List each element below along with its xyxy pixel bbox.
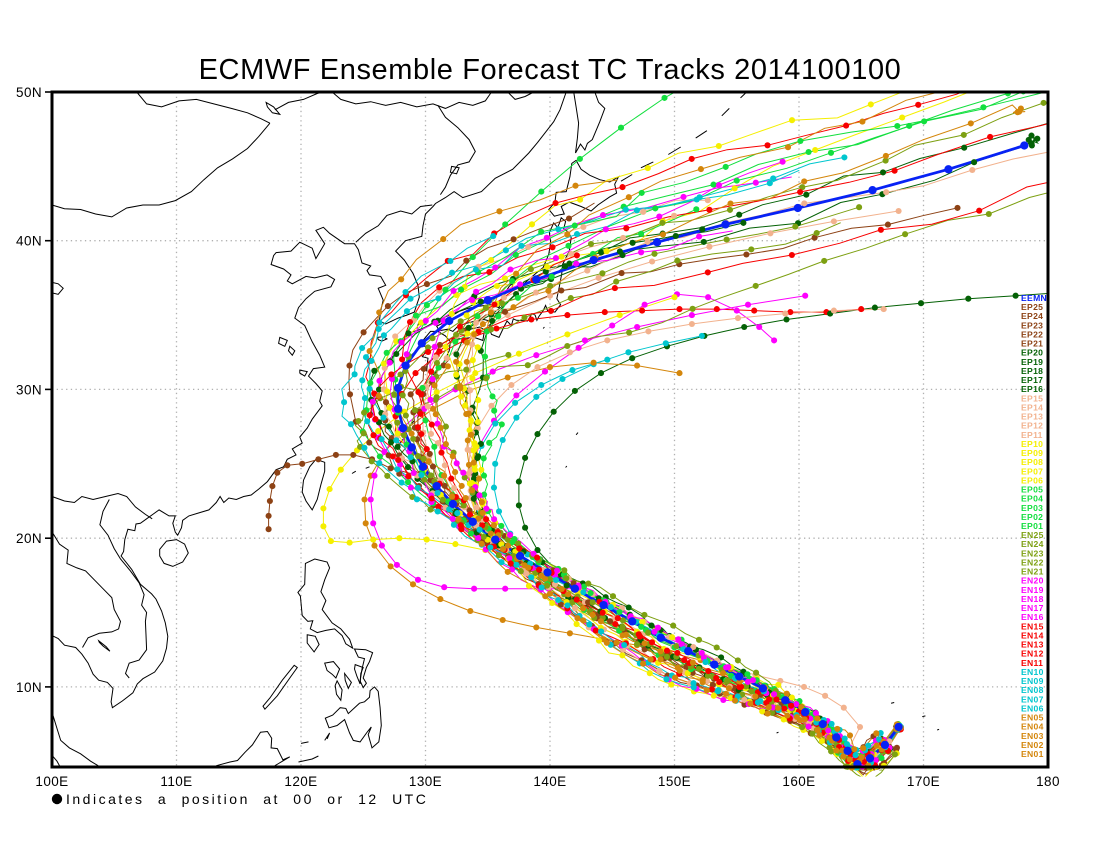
- svg-text:EN06: EN06: [1021, 703, 1044, 713]
- svg-text:30N: 30N: [16, 382, 42, 397]
- svg-text:EP11: EP11: [1021, 430, 1043, 440]
- svg-text:EP17: EP17: [1021, 375, 1043, 385]
- svg-text:EP23: EP23: [1021, 320, 1043, 330]
- svg-text:EP01: EP01: [1021, 521, 1043, 531]
- svg-text:EP20: EP20: [1021, 348, 1043, 358]
- svg-text:EN08: EN08: [1021, 685, 1044, 695]
- svg-text:EP13: EP13: [1021, 412, 1043, 422]
- svg-text:EN01: EN01: [1021, 749, 1044, 759]
- svg-text:EN04: EN04: [1021, 722, 1044, 732]
- svg-text:EN15: EN15: [1021, 621, 1044, 631]
- svg-text:EN13: EN13: [1021, 640, 1044, 650]
- svg-text:EN25: EN25: [1021, 530, 1044, 540]
- svg-text:EN18: EN18: [1021, 594, 1044, 604]
- svg-text:EEMN: EEMN: [1021, 293, 1047, 303]
- svg-text:10N: 10N: [16, 680, 42, 695]
- svg-text:EP25: EP25: [1021, 302, 1043, 312]
- svg-text:EP15: EP15: [1021, 393, 1043, 403]
- svg-text:EP05: EP05: [1021, 485, 1043, 495]
- svg-text:EN09: EN09: [1021, 676, 1044, 686]
- svg-text:50N: 50N: [16, 85, 42, 100]
- svg-text:EP07: EP07: [1021, 466, 1043, 476]
- svg-text:ECMWF Ensemble Forecast TC Tra: ECMWF Ensemble Forecast TC Tracks 201410…: [199, 54, 902, 86]
- svg-text:20N: 20N: [16, 531, 42, 546]
- svg-text:EP18: EP18: [1021, 366, 1043, 376]
- svg-text:100E: 100E: [35, 774, 68, 789]
- svg-text:120E: 120E: [284, 774, 317, 789]
- svg-text:EN24: EN24: [1021, 539, 1044, 549]
- svg-text:180: 180: [1036, 774, 1060, 789]
- svg-text:EN02: EN02: [1021, 740, 1044, 750]
- svg-text:EN05: EN05: [1021, 713, 1044, 723]
- svg-text:EN17: EN17: [1021, 603, 1044, 613]
- svg-text:EP24: EP24: [1021, 311, 1043, 321]
- svg-text:EP03: EP03: [1021, 503, 1043, 513]
- svg-text:EN12: EN12: [1021, 649, 1044, 659]
- svg-text:EP02: EP02: [1021, 512, 1043, 522]
- svg-text:EP14: EP14: [1021, 402, 1043, 412]
- svg-text:EP22: EP22: [1021, 330, 1043, 340]
- svg-text:EN14: EN14: [1021, 630, 1044, 640]
- svg-text:EN23: EN23: [1021, 548, 1044, 558]
- svg-text:EP10: EP10: [1021, 439, 1043, 449]
- svg-text:EP09: EP09: [1021, 448, 1043, 458]
- svg-text:140E: 140E: [533, 774, 566, 789]
- svg-text:EN03: EN03: [1021, 731, 1044, 741]
- svg-text:Indicates a position at 00 or: Indicates a position at 00 or 12 UTC: [66, 791, 428, 807]
- svg-text:EN21: EN21: [1021, 567, 1044, 577]
- svg-text:40N: 40N: [16, 234, 42, 249]
- svg-text:EN16: EN16: [1021, 612, 1044, 622]
- svg-text:EN07: EN07: [1021, 694, 1044, 704]
- svg-text:130E: 130E: [409, 774, 442, 789]
- svg-text:150E: 150E: [658, 774, 691, 789]
- svg-text:EN11: EN11: [1021, 658, 1043, 668]
- svg-text:EN20: EN20: [1021, 576, 1044, 586]
- svg-text:EP19: EP19: [1021, 357, 1043, 367]
- svg-text:EP21: EP21: [1021, 339, 1043, 349]
- svg-text:EN22: EN22: [1021, 558, 1044, 568]
- svg-text:EN19: EN19: [1021, 585, 1044, 595]
- svg-text:EN10: EN10: [1021, 667, 1044, 677]
- svg-text:EP08: EP08: [1021, 457, 1043, 467]
- svg-text:160E: 160E: [782, 774, 815, 789]
- svg-text:EP06: EP06: [1021, 475, 1043, 485]
- svg-text:170E: 170E: [907, 774, 940, 789]
- svg-text:EP12: EP12: [1021, 421, 1043, 431]
- svg-text:110E: 110E: [160, 774, 192, 789]
- svg-text:EP16: EP16: [1021, 384, 1043, 394]
- svg-text:EP04: EP04: [1021, 494, 1043, 504]
